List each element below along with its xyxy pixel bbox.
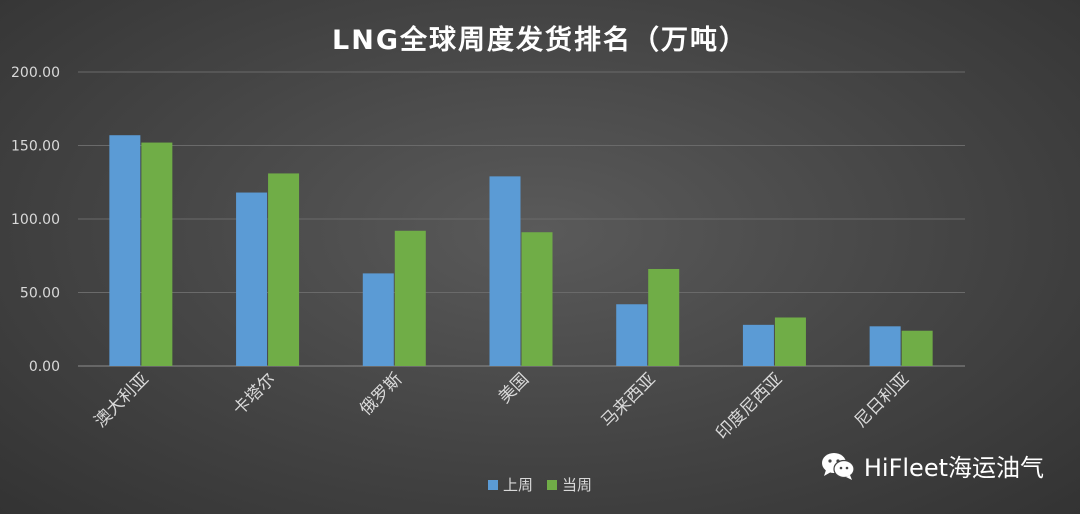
bar-上周-俄罗斯 <box>362 273 394 366</box>
bar-当周-卡塔尔 <box>268 173 300 366</box>
x-tick-label: 澳大利亚 <box>91 369 153 431</box>
bar-上周-马来西亚 <box>616 304 648 366</box>
x-tick-label: 马来西亚 <box>598 369 660 431</box>
x-tick-label: 尼日利亚 <box>851 369 913 431</box>
legend-label-series-0: 上周 <box>502 476 533 494</box>
bar-当周-尼日利亚 <box>901 330 933 366</box>
bar-当周-印度尼西亚 <box>774 317 806 366</box>
y-tick-label: 50.00 <box>20 286 60 302</box>
chart-title: LNG全球周度发货排名（万吨） <box>332 25 748 56</box>
x-tick-label: 俄罗斯 <box>356 369 406 419</box>
x-tick-label: 印度尼西亚 <box>712 369 786 443</box>
bar-上周-澳大利亚 <box>109 135 141 366</box>
wechat-icon <box>821 452 855 480</box>
bar-上周-美国 <box>489 176 521 366</box>
legend-swatch-series-1 <box>547 479 557 490</box>
bar-当周-马来西亚 <box>648 268 680 366</box>
x-tick-label: 卡塔尔 <box>229 369 279 419</box>
bar-上周-卡塔尔 <box>236 192 268 366</box>
legend-label-series-1: 当周 <box>562 476 593 494</box>
bar-当周-美国 <box>521 232 553 366</box>
y-tick-label: 100.00 <box>11 212 60 228</box>
y-tick-label: 200.00 <box>11 65 60 81</box>
y-tick-label: 150.00 <box>11 139 60 155</box>
watermark: HiFleet海运油气 <box>820 448 1044 483</box>
watermark-text: HiFleet海运油气 <box>863 454 1044 482</box>
legend-item-series-0: 上周 <box>487 474 533 495</box>
bar-当周-俄罗斯 <box>394 230 426 366</box>
bar-上周-尼日利亚 <box>869 326 901 366</box>
legend-item-series-1: 当周 <box>547 474 592 495</box>
legend-swatch-series-0 <box>487 479 498 490</box>
bar-上周-印度尼西亚 <box>742 324 774 366</box>
x-tick-label: 美国 <box>495 369 533 407</box>
y-tick-label: 0.00 <box>29 359 60 375</box>
legend: 上周 当周 <box>0 474 1080 495</box>
bar-当周-澳大利亚 <box>141 142 173 366</box>
